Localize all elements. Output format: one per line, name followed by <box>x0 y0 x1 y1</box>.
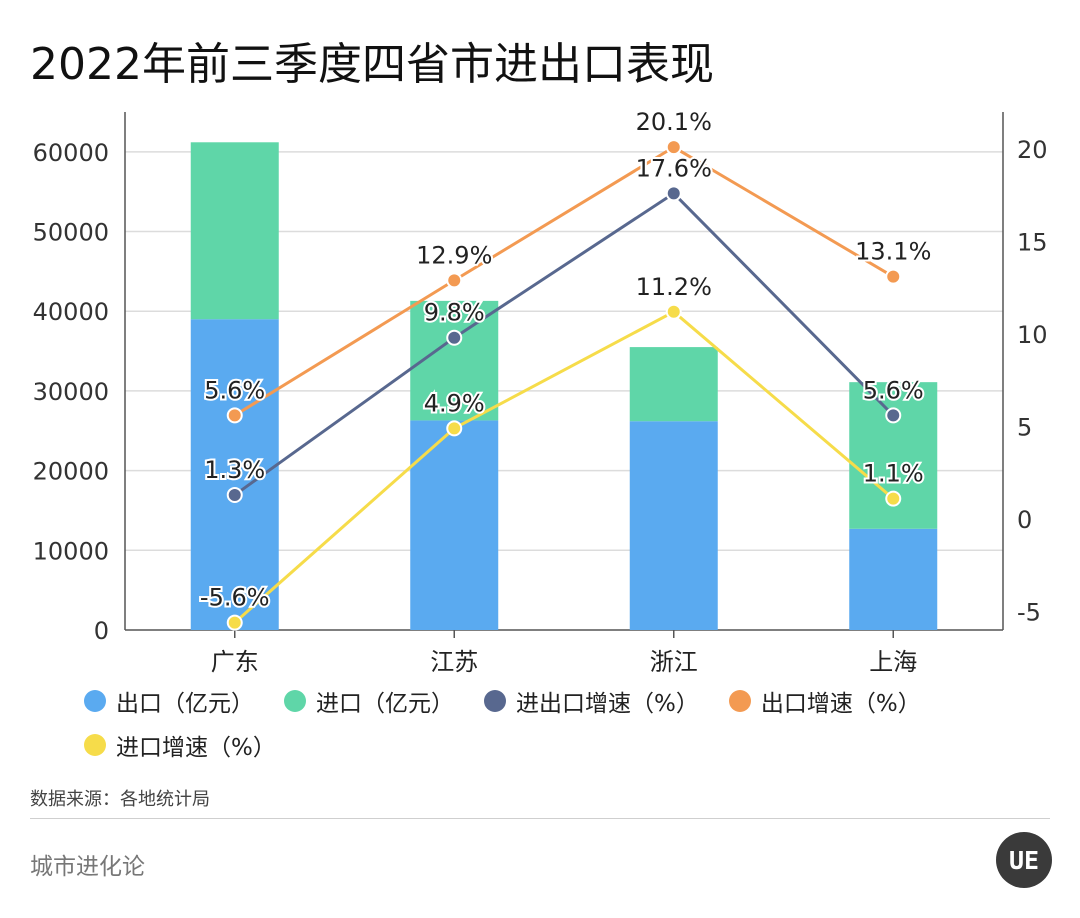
legend-item: 进口增速（%） <box>84 726 276 764</box>
series-point-1 <box>446 329 463 346</box>
right-tick-label: 15 <box>1017 229 1048 257</box>
series-point-2 <box>665 139 682 156</box>
chart-title: 2022年前三季度四省市进出口表现 <box>30 39 714 90</box>
legend-swatch-icon <box>728 690 751 712</box>
left-tick-label: 60000 <box>33 139 109 167</box>
right-tick-label: -5 <box>1017 599 1041 627</box>
right-tick-label: 5 <box>1017 414 1032 442</box>
legend-item: 出口（亿元） <box>84 682 254 720</box>
import-bar <box>410 300 499 421</box>
right-tick-label: 20 <box>1017 136 1048 164</box>
point-label: 12.9% <box>416 241 492 269</box>
x-tick-label: 江苏 <box>430 648 478 676</box>
brand-name: 城市进化论 <box>30 854 145 880</box>
x-tick-label: 浙江 <box>650 648 698 676</box>
import-bar <box>629 347 718 422</box>
point-label: 13.1% <box>855 238 931 266</box>
export-bar <box>629 421 718 630</box>
point-label: 17.6% <box>636 154 712 182</box>
combo-chart: 0 10000 20000 30000 40000 50000 60000 -5 0 5 10 15 2… <box>33 106 1048 676</box>
legend-swatch-icon <box>84 690 106 712</box>
footer-divider <box>30 818 1050 819</box>
left-tick-label: 0 <box>94 617 109 645</box>
legend-item: 出口增速（%） <box>728 682 921 720</box>
legend-label: 出口增速（%） <box>760 691 921 717</box>
series-point-2 <box>885 268 902 285</box>
legend-item: 进口（亿元） <box>284 682 454 720</box>
series-point-1 <box>885 407 902 424</box>
brand-logo-icon: UE <box>996 832 1052 888</box>
left-tick-label: 30000 <box>33 378 109 406</box>
export-bar <box>410 420 499 630</box>
legend-label: 进口（亿元） <box>316 691 454 717</box>
data-source: 数据来源：各地统计局 <box>30 789 210 810</box>
lines <box>226 139 902 631</box>
series-point-2 <box>226 407 243 424</box>
right-tick-label: 10 <box>1017 321 1048 349</box>
legend-swatch-icon <box>284 690 306 712</box>
point-label: 1.3% <box>204 456 265 484</box>
series-line-2 <box>233 145 895 417</box>
left-tick-label: 10000 <box>33 537 109 565</box>
series-point-3 <box>446 420 463 437</box>
point-label: 5.6% <box>863 376 924 404</box>
right-tick-label: 0 <box>1017 506 1032 534</box>
series-point-1 <box>665 185 682 202</box>
point-label: -5.6% <box>200 584 270 612</box>
point-label: 9.8% <box>424 299 485 327</box>
series-point-3 <box>665 303 682 320</box>
data-labels: 1.3% 9.8% 17.6% 5.6% 5.6% 12.9% 20.1% 13.1% -5.6… <box>198 106 933 613</box>
left-tick-label: 20000 <box>33 458 109 486</box>
point-label: 20.1% <box>636 108 712 136</box>
legend-swatch-icon <box>84 734 106 756</box>
point-label: 5.6% <box>204 376 265 404</box>
point-label: 4.9% <box>424 389 485 417</box>
x-tick-label: 广东 <box>211 648 259 676</box>
left-tick-label: 50000 <box>33 219 109 247</box>
series-point-1 <box>226 486 243 503</box>
series-line-3 <box>233 310 895 624</box>
series-line-1 <box>233 191 895 497</box>
left-tick-label: 40000 <box>33 298 109 326</box>
x-tick-label: 上海 <box>869 648 917 676</box>
import-bar <box>190 142 279 320</box>
export-bar <box>849 528 938 630</box>
series-point-3 <box>885 490 902 507</box>
legend-label: 进出口增速（%） <box>516 691 699 717</box>
legend-label: 出口（亿元） <box>116 691 254 717</box>
legend-swatch-icon <box>484 690 506 712</box>
series-point-2 <box>446 272 463 289</box>
series-point-3 <box>226 614 243 631</box>
point-label: 1.1% <box>863 460 924 488</box>
point-label: 11.2% <box>636 273 712 301</box>
chart-legend: 出口（亿元） 进口（亿元） 进出口增速（%） 出口增速（%） 进口增速（%） <box>84 682 1044 764</box>
legend-item: 进出口增速（%） <box>484 682 699 720</box>
legend-label: 进口增速（%） <box>116 735 276 761</box>
